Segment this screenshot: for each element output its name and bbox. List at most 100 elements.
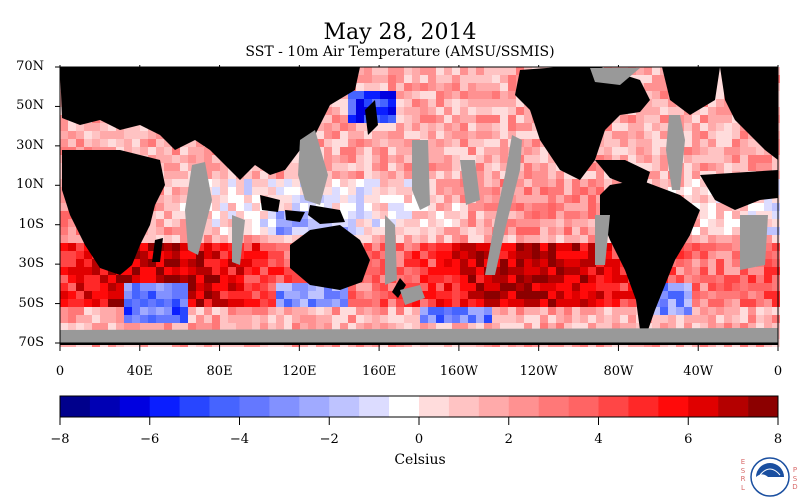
ocean-cell: [396, 123, 404, 131]
ocean-cell: [372, 259, 380, 267]
missing-data-swaths: [60, 68, 778, 343]
ocean-cell: [548, 219, 556, 227]
ocean-cell: [284, 163, 292, 171]
ocean-cell: [532, 155, 540, 163]
ocean-cell: [324, 187, 332, 195]
ocean-cell: [716, 131, 724, 139]
ocean-cell: [108, 315, 116, 323]
ocean-cell: [468, 275, 476, 283]
ocean-cell: [572, 291, 580, 299]
ocean-cell: [324, 107, 332, 115]
ocean-cell: [116, 315, 124, 323]
ocean-cell: [268, 219, 276, 227]
ocean-cell: [644, 107, 652, 115]
longitude-label: 80E: [206, 364, 233, 379]
ocean-cell: [468, 283, 476, 291]
ocean-cell: [292, 163, 300, 171]
ocean-cell: [540, 187, 548, 195]
ocean-cell: [140, 251, 148, 259]
ocean-cell: [676, 307, 684, 315]
ocean-cell: [220, 267, 228, 275]
ocean-cell: [364, 83, 372, 91]
ocean-cell: [404, 179, 412, 187]
ocean-cell: [708, 259, 716, 267]
ocean-cell: [540, 275, 548, 283]
ocean-cell: [716, 139, 724, 147]
ocean-cell: [292, 291, 300, 299]
ocean-cell: [660, 75, 668, 83]
ocean-cell: [468, 155, 476, 163]
ocean-cell: [588, 163, 596, 171]
ocean-cell: [532, 147, 540, 155]
ocean-cell: [484, 251, 492, 259]
ocean-cell: [556, 243, 564, 251]
ocean-cell: [420, 67, 428, 75]
ocean-cell: [236, 291, 244, 299]
ocean-cell: [476, 171, 484, 179]
ocean-cell: [372, 315, 380, 323]
longitude-label: 120E: [282, 364, 317, 379]
ocean-cell: [236, 211, 244, 219]
ocean-cell: [436, 139, 444, 147]
ocean-cell: [708, 155, 716, 163]
ocean-cell: [372, 243, 380, 251]
latitude-label: 70N: [16, 59, 44, 74]
ocean-cell: [284, 259, 292, 267]
ocean-cell: [684, 267, 692, 275]
ocean-cell: [316, 299, 324, 307]
ocean-cell: [404, 131, 412, 139]
ocean-cell: [276, 171, 284, 179]
ocean-cell: [132, 291, 140, 299]
ocean-cell: [596, 155, 604, 163]
ocean-cell: [508, 91, 516, 99]
ocean-cell: [700, 107, 708, 115]
ocean-cell: [444, 131, 452, 139]
ocean-cell: [500, 171, 508, 179]
ocean-cell: [524, 219, 532, 227]
ocean-cell: [564, 251, 572, 259]
ocean-cell: [364, 323, 372, 331]
ocean-cell: [260, 323, 268, 331]
ocean-cell: [348, 219, 356, 227]
ocean-cell: [452, 195, 460, 203]
ocean-cell: [356, 115, 364, 123]
ocean-cell: [404, 187, 412, 195]
ocean-cell: [172, 195, 180, 203]
ocean-cell: [452, 243, 460, 251]
colorbar-tick-label: −8: [50, 432, 70, 447]
ocean-cell: [556, 187, 564, 195]
ocean-cell: [380, 283, 388, 291]
latitude-label: 50S: [18, 295, 44, 311]
ocean-cell: [60, 283, 68, 291]
ocean-cell: [388, 99, 396, 107]
ocean-cell: [452, 251, 460, 259]
ocean-cell: [572, 315, 580, 323]
ocean-cell: [364, 243, 372, 251]
ocean-cell: [452, 123, 460, 131]
ocean-cell: [124, 307, 132, 315]
ocean-cell: [612, 307, 620, 315]
ocean-cell: [124, 315, 132, 323]
ocean-cell: [564, 235, 572, 243]
ocean-cell: [740, 315, 748, 323]
ocean-cell: [588, 235, 596, 243]
ocean-cell: [100, 283, 108, 291]
ocean-cell: [484, 107, 492, 115]
ocean-cell: [132, 299, 140, 307]
ocean-cell: [380, 219, 388, 227]
ocean-cell: [500, 291, 508, 299]
ocean-cell: [476, 227, 484, 235]
ocean-cell: [740, 155, 748, 163]
ocean-cell: [76, 131, 84, 139]
ocean-cell: [340, 179, 348, 187]
ocean-cell: [756, 299, 764, 307]
ocean-cell: [604, 251, 612, 259]
ocean-cell: [532, 251, 540, 259]
ocean-cell: [764, 251, 772, 259]
ocean-cell: [700, 259, 708, 267]
ocean-cell: [68, 275, 76, 283]
ocean-cell: [220, 259, 228, 267]
ocean-cell: [364, 227, 372, 235]
north-america: [172, 67, 650, 188]
ocean-cell: [524, 283, 532, 291]
